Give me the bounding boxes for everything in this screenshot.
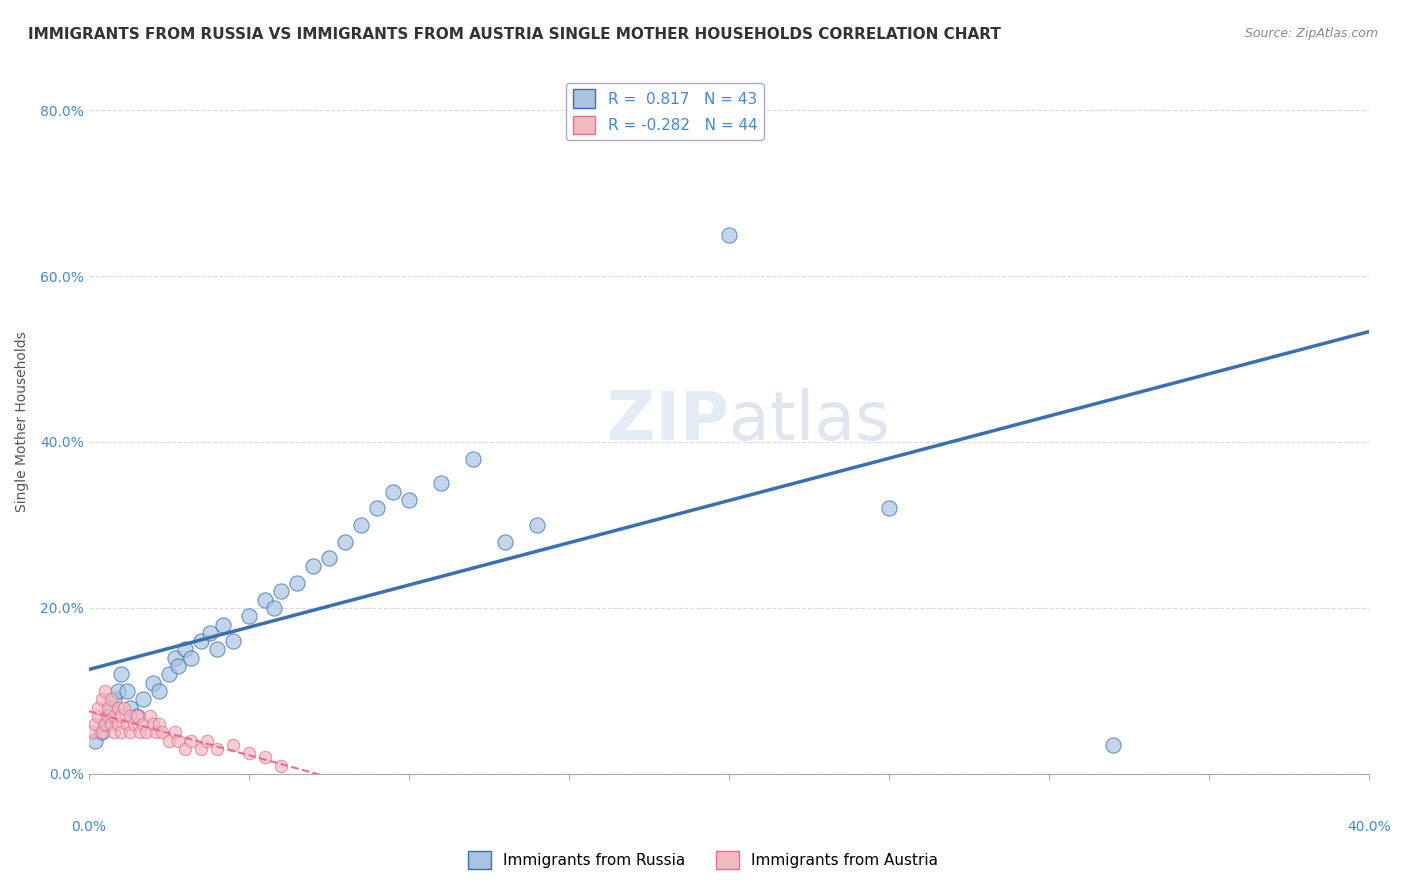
Point xyxy=(238,609,260,624)
Point xyxy=(94,717,117,731)
Point xyxy=(107,700,129,714)
Point xyxy=(285,576,308,591)
Legend: R =  0.817   N = 43, R = -0.282   N = 44: R = 0.817 N = 43, R = -0.282 N = 44 xyxy=(567,83,763,140)
Point xyxy=(270,758,292,772)
Point xyxy=(100,692,122,706)
Point xyxy=(461,451,484,466)
Point xyxy=(195,733,218,747)
Point xyxy=(398,493,420,508)
Text: Source: ZipAtlas.com: Source: ZipAtlas.com xyxy=(1244,27,1378,40)
Point xyxy=(212,617,235,632)
Point xyxy=(117,717,139,731)
Point xyxy=(132,717,155,731)
Point xyxy=(152,725,174,739)
Point xyxy=(333,534,356,549)
Point xyxy=(190,634,212,648)
Y-axis label: Single Mother Households: Single Mother Households xyxy=(15,331,30,512)
Text: ZIP: ZIP xyxy=(607,388,728,454)
Point xyxy=(253,750,276,764)
Point xyxy=(381,484,404,499)
Point xyxy=(145,725,167,739)
Point xyxy=(142,675,165,690)
Point xyxy=(100,717,122,731)
Point xyxy=(97,709,120,723)
Point xyxy=(84,717,107,731)
Point xyxy=(97,709,120,723)
Point xyxy=(253,592,276,607)
Point xyxy=(877,501,900,516)
Point xyxy=(494,534,516,549)
Point xyxy=(100,700,122,714)
Point xyxy=(200,625,222,640)
Point xyxy=(90,725,112,739)
Point xyxy=(103,692,125,706)
Point xyxy=(84,733,107,747)
Point xyxy=(125,709,148,723)
Text: 40.0%: 40.0% xyxy=(1347,820,1391,834)
Point xyxy=(80,725,103,739)
Point xyxy=(110,709,132,723)
Point xyxy=(148,717,170,731)
Point xyxy=(117,684,139,698)
Point xyxy=(222,738,245,752)
Point xyxy=(120,725,142,739)
Point xyxy=(366,501,388,516)
Point xyxy=(205,742,228,756)
Point xyxy=(270,584,292,599)
Text: atlas: atlas xyxy=(728,388,890,454)
Point xyxy=(103,725,125,739)
Point xyxy=(238,746,260,760)
Point xyxy=(120,700,142,714)
Point xyxy=(302,559,325,574)
Point xyxy=(87,709,110,723)
Text: 0.0%: 0.0% xyxy=(72,820,107,834)
Point xyxy=(222,634,245,648)
Point xyxy=(107,684,129,698)
Point xyxy=(157,667,180,681)
Point xyxy=(90,692,112,706)
Point xyxy=(138,709,160,723)
Point xyxy=(180,650,202,665)
Point xyxy=(110,725,132,739)
Point xyxy=(103,709,125,723)
Point xyxy=(110,667,132,681)
Point xyxy=(97,700,120,714)
Point xyxy=(167,733,190,747)
Point xyxy=(263,601,285,615)
Point xyxy=(717,227,740,242)
Point xyxy=(94,717,117,731)
Point xyxy=(120,709,142,723)
Point xyxy=(157,733,180,747)
Point xyxy=(142,717,165,731)
Point xyxy=(180,733,202,747)
Point xyxy=(122,717,145,731)
Point xyxy=(112,700,135,714)
Legend: Immigrants from Russia, Immigrants from Austria: Immigrants from Russia, Immigrants from … xyxy=(461,845,945,875)
Point xyxy=(430,476,453,491)
Point xyxy=(526,518,548,533)
Point xyxy=(190,742,212,756)
Point xyxy=(173,642,195,657)
Point xyxy=(125,709,148,723)
Point xyxy=(94,684,117,698)
Point xyxy=(90,725,112,739)
Point xyxy=(132,692,155,706)
Point xyxy=(148,684,170,698)
Point xyxy=(318,551,340,566)
Point xyxy=(165,650,187,665)
Point xyxy=(107,717,129,731)
Point xyxy=(165,725,187,739)
Point xyxy=(167,659,190,673)
Point xyxy=(135,725,157,739)
Point xyxy=(87,700,110,714)
Point xyxy=(1102,738,1125,752)
Point xyxy=(129,725,152,739)
Point xyxy=(205,642,228,657)
Point xyxy=(350,518,373,533)
Text: IMMIGRANTS FROM RUSSIA VS IMMIGRANTS FROM AUSTRIA SINGLE MOTHER HOUSEHOLDS CORRE: IMMIGRANTS FROM RUSSIA VS IMMIGRANTS FRO… xyxy=(28,27,1001,42)
Point xyxy=(173,742,195,756)
